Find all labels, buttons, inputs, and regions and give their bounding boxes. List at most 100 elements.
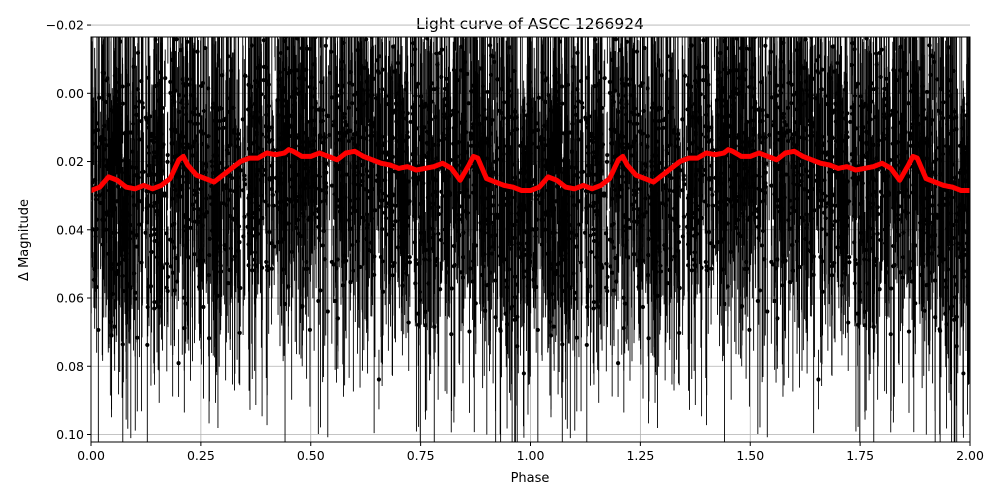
data-point (117, 168, 123, 173)
data-point (490, 117, 495, 123)
data-point (146, 75, 151, 80)
data-point (119, 209, 125, 214)
data-point (412, 104, 417, 109)
data-point (96, 145, 101, 150)
data-point (303, 161, 308, 166)
data-point (466, 174, 472, 179)
data-point (323, 43, 328, 48)
data-point (393, 169, 398, 174)
data-point (180, 77, 185, 82)
data-point (211, 101, 216, 106)
data-point (342, 253, 347, 258)
data-point (206, 272, 211, 278)
data-point (317, 236, 322, 241)
data-point (560, 288, 565, 294)
data-point (255, 203, 260, 208)
data-point (288, 68, 294, 73)
data-point (496, 108, 502, 113)
data-point (185, 238, 190, 243)
data-point (368, 240, 374, 245)
data-point (264, 259, 269, 265)
data-point (266, 82, 271, 87)
data-point (172, 221, 177, 226)
data-point (484, 283, 489, 288)
data-point (104, 210, 109, 215)
data-point (296, 217, 301, 222)
data-point (259, 265, 265, 270)
data-point (309, 165, 314, 170)
data-point (482, 252, 487, 257)
data-point (300, 304, 305, 309)
data-point (862, 257, 867, 262)
data-point (891, 243, 896, 249)
data-point (92, 227, 98, 232)
data-point (267, 175, 272, 181)
data-point (218, 263, 223, 268)
data-point (377, 143, 383, 148)
data-point (333, 141, 339, 146)
data-point (450, 108, 456, 113)
data-point (333, 298, 338, 304)
data-point (457, 190, 462, 195)
data-point (252, 210, 257, 216)
data-point (400, 110, 405, 115)
data-point (316, 107, 322, 112)
data-point (396, 152, 401, 157)
data-point (469, 89, 474, 94)
data-point (513, 109, 518, 114)
data-point (206, 134, 211, 139)
data-point (459, 44, 464, 49)
data-point (909, 279, 915, 284)
data-point (397, 234, 402, 239)
data-point (460, 157, 465, 163)
data-point (392, 69, 397, 74)
data-point (145, 342, 150, 348)
data-point (92, 177, 98, 182)
data-point (211, 250, 216, 256)
data-point (501, 100, 507, 105)
data-point (560, 342, 565, 347)
data-point (91, 109, 94, 115)
data-point (495, 212, 500, 217)
data-point (460, 275, 466, 280)
data-point (524, 113, 530, 118)
data-point (195, 49, 200, 54)
data-point (201, 108, 207, 114)
data-point (416, 311, 421, 316)
data-point (181, 145, 186, 150)
data-point (499, 208, 504, 213)
data-point (376, 377, 382, 382)
data-point (411, 175, 416, 181)
data-point (471, 190, 476, 195)
data-point (409, 62, 415, 68)
data-point (160, 105, 165, 111)
data-point (108, 182, 114, 188)
data-point (263, 124, 268, 129)
data-point (492, 59, 497, 65)
data-point (357, 183, 362, 188)
data-point (130, 149, 135, 154)
data-point (422, 257, 427, 262)
data-point (331, 262, 336, 267)
data-point (364, 127, 369, 133)
data-point (406, 320, 411, 325)
data-point (132, 203, 137, 208)
data-point (707, 175, 712, 181)
data-point (470, 279, 475, 284)
data-point (249, 104, 254, 109)
data-point (105, 166, 110, 172)
data-point (111, 109, 117, 114)
data-point (329, 183, 335, 188)
data-point (804, 169, 809, 174)
data-point (120, 101, 125, 106)
data-point (282, 86, 287, 91)
data-point (185, 186, 190, 191)
data-point (455, 140, 460, 145)
data-point (246, 231, 252, 236)
data-point (485, 156, 490, 161)
data-point (116, 121, 121, 126)
data-point (434, 193, 440, 199)
data-point (425, 195, 431, 200)
data-point (434, 51, 439, 56)
data-point (256, 83, 261, 88)
